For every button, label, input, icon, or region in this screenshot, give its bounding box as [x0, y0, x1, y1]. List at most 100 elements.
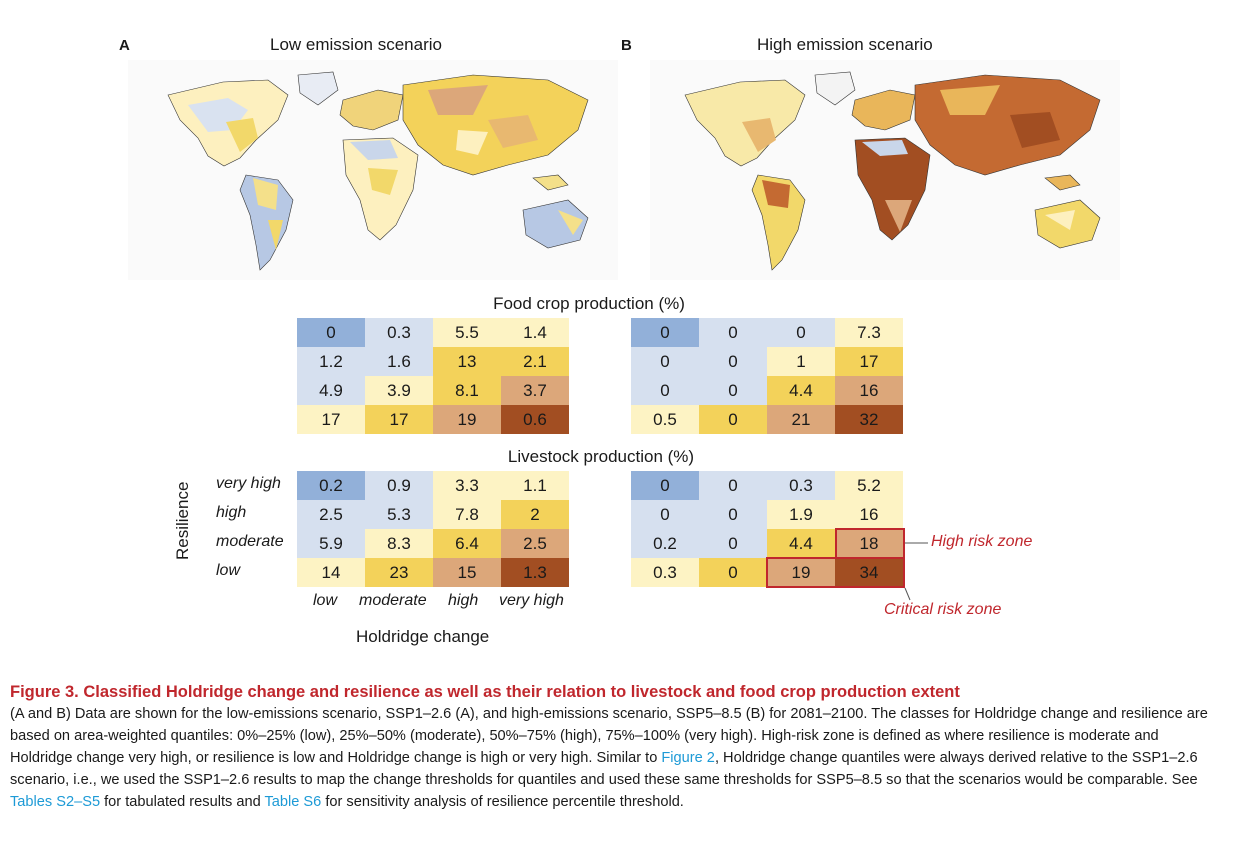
high-risk-zone-outline	[835, 528, 905, 559]
food-low-cell: 3.7	[501, 376, 569, 405]
livestock-high-cell: 0	[699, 500, 767, 529]
livestock-high-cell: 0	[699, 471, 767, 500]
livestock-table-low: 0.2 0.9 3.3 1.1 2.5 5.3 7.8 2 5.9 8.3 6.4 2.5 14 23 15…	[297, 471, 569, 587]
livestock-low-cell: 6.4	[433, 529, 501, 558]
food-high-cell: 0	[699, 318, 767, 347]
livestock-high-cell: 34	[835, 558, 903, 587]
livestock-high-cell: 0	[699, 558, 767, 587]
food-high-cell: 0	[699, 347, 767, 376]
food-low-cell: 0.3	[365, 318, 433, 347]
food-high-cell: 0.5	[631, 405, 699, 434]
food-low-cell: 0.6	[501, 405, 569, 434]
food-low-cell: 4.9	[297, 376, 365, 405]
caption-text-4: for sensitivity analysis of resilience p…	[321, 794, 684, 810]
livestock-low-cell: 15	[433, 558, 501, 587]
food-high-cell: 17	[835, 347, 903, 376]
critical-risk-zone-outline	[766, 557, 905, 588]
livestock-low-cell: 3.3	[433, 471, 501, 500]
world-map-low-emission	[128, 60, 618, 280]
figure-caption: Figure 3. Classified Holdridge change an…	[10, 681, 1225, 813]
critical-risk-zone-label: Critical risk zone	[884, 601, 1002, 618]
food-low-cell: 17	[297, 405, 365, 434]
livestock-high-cell: 1.9	[767, 500, 835, 529]
livestock-low-cell: 1.3	[501, 558, 569, 587]
resilience-label-high: high	[216, 504, 247, 521]
livestock-high-cell: 0.2	[631, 529, 699, 558]
livestock-high-cell: 0.3	[631, 558, 699, 587]
resilience-label-low: low	[216, 562, 241, 579]
caption-body: (A and B) Data are shown for the low-emi…	[10, 703, 1225, 813]
figure-2-link[interactable]: Figure 2	[661, 750, 715, 766]
food-low-cell: 1.4	[501, 318, 569, 347]
livestock-high-cell: 5.2	[835, 471, 903, 500]
risk-zone-leader-lines	[904, 542, 928, 601]
food-high-cell: 0	[631, 318, 699, 347]
food-low-cell: 1.2	[297, 347, 365, 376]
food-high-cell: 32	[835, 405, 903, 434]
food-table-high: 0 0 0 7.3 0 0 1 17 0 0 4.4 16 0.5 0 21 32	[631, 318, 903, 434]
panel-letter-a: A	[119, 37, 130, 54]
food-high-cell: 21	[767, 405, 835, 434]
livestock-high-cell: 4.4	[767, 529, 835, 558]
livestock-low-cell: 8.3	[365, 529, 433, 558]
food-high-cell: 7.3	[835, 318, 903, 347]
livestock-low-cell: 5.9	[297, 529, 365, 558]
food-high-cell: 0	[767, 318, 835, 347]
food-high-cell: 4.4	[767, 376, 835, 405]
food-table-low: 0 0.3 5.5 1.4 1.2 1.6 13 2.1 4.9 3.9 8.1 3.7 17 17 19 0…	[297, 318, 569, 434]
food-low-cell: 13	[433, 347, 501, 376]
livestock-low-cell: 1.1	[501, 471, 569, 500]
livestock-high-cell: 0	[631, 500, 699, 529]
food-high-cell: 0	[699, 405, 767, 434]
resilience-axis-title: Resilience	[173, 481, 192, 560]
livestock-low-cell: 23	[365, 558, 433, 587]
caption-text-2: , Holdridge change quantiles were always…	[10, 750, 1198, 788]
table-s6-link[interactable]: Table S6	[264, 794, 322, 810]
holdridge-label-moderate: moderate	[359, 592, 427, 609]
food-high-cell: 0	[631, 347, 699, 376]
food-high-cell: 0	[631, 376, 699, 405]
food-low-cell: 3.9	[365, 376, 433, 405]
food-high-cell: 1	[767, 347, 835, 376]
panel-title-a: Low emission scenario	[270, 35, 442, 54]
tables-s2-s5-link[interactable]: Tables S2–S5	[10, 794, 101, 810]
caption-text-3: for tabulated results and	[100, 794, 265, 810]
livestock-high-cell: 0.3	[767, 471, 835, 500]
livestock-low-cell: 2.5	[297, 500, 365, 529]
resilience-label-moderate: moderate	[216, 533, 284, 550]
high-risk-zone-label: High risk zone	[931, 533, 1033, 550]
livestock-high-cell: 0	[699, 529, 767, 558]
livestock-low-cell: 2	[501, 500, 569, 529]
resilience-label-very-high: very high	[216, 475, 281, 492]
panel-letter-b: B	[621, 37, 632, 54]
livestock-high-cell: 0	[631, 471, 699, 500]
holdridge-label-high: high	[448, 592, 479, 609]
food-high-cell: 0	[699, 376, 767, 405]
holdridge-label-low: low	[313, 592, 338, 609]
livestock-high-cell: 16	[835, 500, 903, 529]
holdridge-label-very-high: very high	[499, 592, 564, 609]
livestock-low-cell: 14	[297, 558, 365, 587]
livestock-high-cell: 19	[767, 558, 835, 587]
food-low-cell: 2.1	[501, 347, 569, 376]
caption-text-1: (A and B) Data are shown for the low-emi…	[10, 706, 1208, 766]
livestock-section-title: Livestock production (%)	[507, 447, 695, 466]
livestock-table-high: 0 0 0.3 5.2 0 0 1.9 16 0.2 0 4.4 18 0.3 0 19 34	[631, 471, 903, 587]
food-low-cell: 8.1	[433, 376, 501, 405]
world-map-high-emission	[650, 60, 1120, 280]
food-high-cell: 16	[835, 376, 903, 405]
livestock-low-cell: 7.8	[433, 500, 501, 529]
holdridge-axis-title: Holdridge change	[356, 627, 490, 646]
food-low-cell: 17	[365, 405, 433, 434]
panel-title-b: High emission scenario	[757, 35, 933, 54]
food-low-cell: 19	[433, 405, 501, 434]
food-low-cell: 0	[297, 318, 365, 347]
caption-title: Figure 3. Classified Holdridge change an…	[10, 683, 960, 701]
food-low-cell: 5.5	[433, 318, 501, 347]
livestock-low-cell: 5.3	[365, 500, 433, 529]
food-section-title: Food crop production (%)	[493, 294, 685, 313]
food-low-cell: 1.6	[365, 347, 433, 376]
livestock-high-cell: 18	[835, 529, 903, 558]
livestock-low-cell: 0.9	[365, 471, 433, 500]
livestock-low-cell: 2.5	[501, 529, 569, 558]
